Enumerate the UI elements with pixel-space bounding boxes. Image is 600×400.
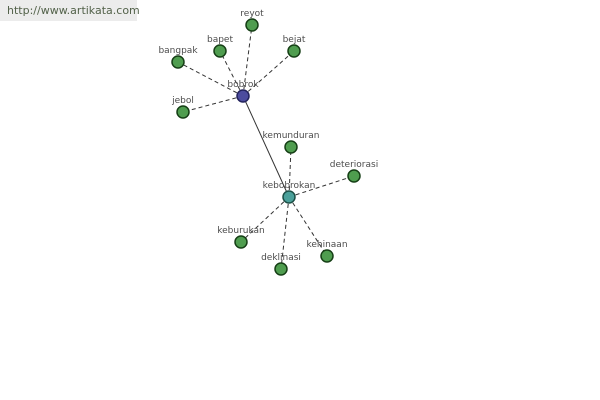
graph-node-bejat[interactable] — [287, 44, 301, 58]
node-label-kemunduran[interactable]: kemunduran — [263, 131, 320, 141]
graph-node-deklinasi[interactable] — [274, 262, 288, 276]
node-label-keburukan[interactable]: keburukan — [217, 226, 265, 236]
graph-edge-bobrok-kebobrokan — [242, 95, 290, 198]
graph-node-jebol[interactable] — [176, 105, 190, 119]
node-label-jebol[interactable]: jebol — [171, 96, 194, 106]
graph-node-bobrok[interactable] — [236, 89, 250, 103]
node-label-bapet[interactable]: bapet — [207, 35, 233, 45]
graph-edge-bobrok-bejat — [242, 50, 295, 97]
graph-node-bangpak[interactable] — [171, 55, 185, 69]
graph-node-bapet[interactable] — [213, 44, 227, 58]
graph-node-kehinaan[interactable] — [320, 249, 334, 263]
graph-edge-bobrok-jebol — [182, 95, 244, 113]
node-label-deteriorasi[interactable]: deteriorasi — [330, 160, 378, 170]
graph-edge-kebobrokan-kehinaan — [288, 196, 328, 257]
graph-node-kebobrokan[interactable] — [282, 190, 296, 204]
url-text: http://www.artikata.com — [7, 4, 140, 17]
node-label-bangpak[interactable]: bangpak — [158, 46, 198, 56]
graph-edge-kebobrokan-deteriorasi — [288, 175, 355, 198]
node-label-bobrok[interactable]: bobrok — [227, 80, 259, 90]
graph-edge-kebobrokan-kemunduran — [288, 146, 292, 198]
graph-edge-kebobrokan-deklinasi — [280, 196, 290, 270]
graph-edge-bobrok-bapet — [219, 50, 244, 97]
graph-node-keburukan[interactable] — [234, 235, 248, 249]
node-label-deklinasi[interactable]: deklinasi — [261, 253, 301, 263]
graph-edge-bobrok-bangpak — [177, 61, 244, 97]
node-label-kebobrokan[interactable]: kebobrokan — [263, 181, 316, 191]
node-label-kehinaan[interactable]: kehinaan — [306, 240, 347, 250]
url-watermark: http://www.artikata.com — [0, 0, 140, 21]
graph-node-reyot[interactable] — [245, 18, 259, 32]
graph-edge-bobrok-reyot — [242, 24, 253, 97]
graph-node-deteriorasi[interactable] — [347, 169, 361, 183]
node-label-bejat[interactable]: bejat — [283, 35, 306, 45]
node-label-reyot[interactable]: reyot — [240, 9, 264, 19]
graph-node-kemunduran[interactable] — [284, 140, 298, 154]
graph-edge-kebobrokan-keburukan — [240, 196, 290, 243]
